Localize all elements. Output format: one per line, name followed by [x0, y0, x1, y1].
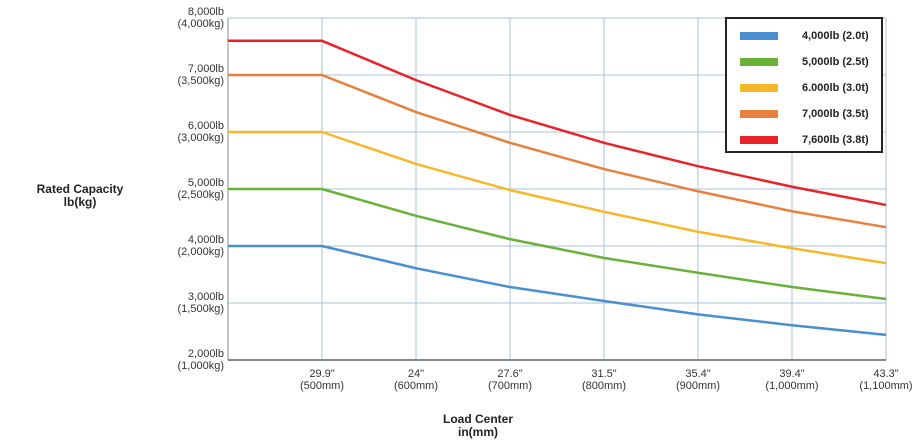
y-tick-label: 8,000lb (4,000kg)	[177, 6, 224, 30]
x-tick-label: 39.4" (1,000mm)	[765, 368, 819, 392]
x-tick-label: 24" (600mm)	[393, 368, 438, 392]
series-line	[228, 130, 887, 265]
y-tick-label: 4,000lb (2,000kg)	[177, 234, 224, 258]
legend-label: 6.000lb (3.0t)	[802, 82, 869, 94]
x-tick-label: 29.9" (500mm)	[299, 368, 344, 392]
x-tick-label: 31.5" (800mm)	[581, 368, 626, 392]
series-line	[228, 39, 887, 207]
y-axis-title: Rated Capacity lb(kg)	[36, 182, 124, 209]
legend-label: 7,000lb (3.5t)	[802, 108, 869, 120]
legend-label: 5,000lb (2.5t)	[802, 56, 869, 68]
y-tick-label: 6,000lb (3,000kg)	[177, 120, 224, 144]
legend-swatch	[740, 110, 778, 118]
legend-label: 7,600lb (3.8t)	[802, 134, 869, 146]
y-tick-label: 2,000lb (1,000kg)	[177, 348, 224, 372]
y-tick-label: 3,000lb (1,500kg)	[177, 291, 224, 315]
legend-label: 4,000lb (2.0t)	[802, 30, 869, 42]
legend-swatch	[740, 32, 778, 40]
y-tick-label: 7,000lb (3,500kg)	[177, 63, 224, 87]
legend: 4,000lb (2.0t) 5,000lb (2.5t) 6.000lb (3.0…	[725, 17, 883, 153]
series-line	[228, 244, 887, 337]
legend-swatch	[740, 58, 778, 66]
y-tick-label: 5,000lb (2,500kg)	[177, 177, 224, 201]
legend-swatch	[740, 84, 778, 92]
x-axis-title: Load Center in(mm)	[442, 412, 513, 439]
legend-swatch	[740, 136, 778, 144]
x-tick-label: 35.4" (900mm)	[675, 368, 720, 392]
series-line	[228, 73, 887, 229]
x-tick-label: 43.3" (1,100mm)	[859, 368, 913, 392]
series-line	[228, 187, 887, 301]
x-tick-label: 27.6" (700mm)	[487, 368, 532, 392]
